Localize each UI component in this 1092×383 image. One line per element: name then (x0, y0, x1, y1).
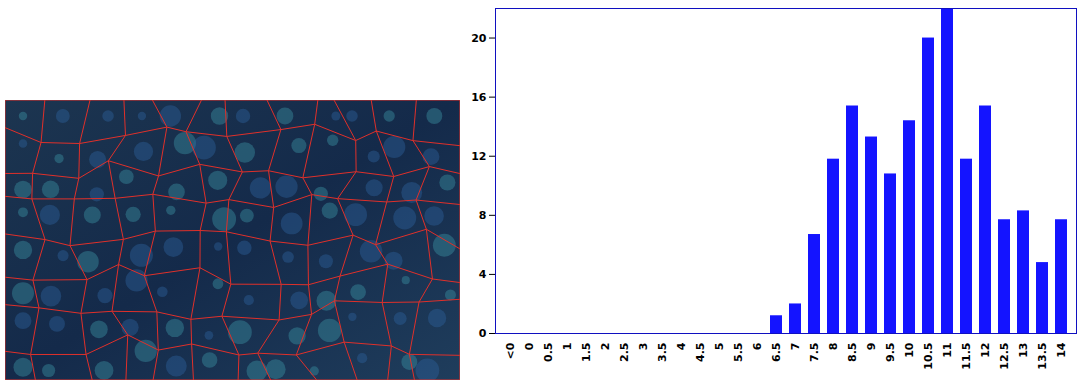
svg-text:11.5: 11.5 (960, 343, 973, 370)
svg-text:1: 1 (561, 343, 574, 351)
svg-text:1.5: 1.5 (580, 343, 593, 363)
svg-text:9.5: 9.5 (884, 343, 897, 363)
svg-text:3.5: 3.5 (656, 343, 669, 363)
svg-text:11: 11 (941, 343, 954, 358)
svg-text:2.5: 2.5 (618, 343, 631, 363)
svg-text:6.5: 6.5 (770, 343, 783, 363)
svg-text:9: 9 (865, 343, 878, 351)
svg-text:0: 0 (523, 342, 536, 350)
svg-text:12: 12 (471, 150, 486, 163)
svg-text:4: 4 (479, 268, 487, 281)
svg-text:8.5: 8.5 (846, 343, 859, 363)
svg-text:8: 8 (827, 343, 840, 351)
svg-text:0: 0 (479, 327, 487, 340)
svg-text:5: 5 (713, 343, 726, 351)
svg-text:3: 3 (637, 343, 650, 351)
svg-text:7: 7 (789, 343, 802, 351)
svg-text:5.5: 5.5 (732, 343, 745, 363)
svg-text:16: 16 (471, 91, 487, 104)
svg-text:12: 12 (979, 343, 992, 358)
svg-text:7.5: 7.5 (808, 343, 821, 363)
svg-text:8: 8 (479, 209, 487, 222)
svg-text:2: 2 (599, 343, 612, 351)
svg-text:20: 20 (471, 32, 487, 45)
svg-text:10.5: 10.5 (922, 343, 935, 370)
svg-text:12.5: 12.5 (998, 343, 1011, 370)
svg-text:0.5: 0.5 (542, 343, 555, 363)
svg-text:13: 13 (1017, 343, 1030, 358)
svg-text:10: 10 (903, 342, 916, 358)
svg-text:6: 6 (751, 342, 764, 350)
svg-text:<0: <0 (504, 342, 517, 359)
svg-text:14: 14 (1055, 342, 1068, 358)
svg-text:13.5: 13.5 (1036, 343, 1049, 370)
svg-text:4: 4 (675, 342, 688, 350)
svg-text:4.5: 4.5 (694, 343, 707, 363)
